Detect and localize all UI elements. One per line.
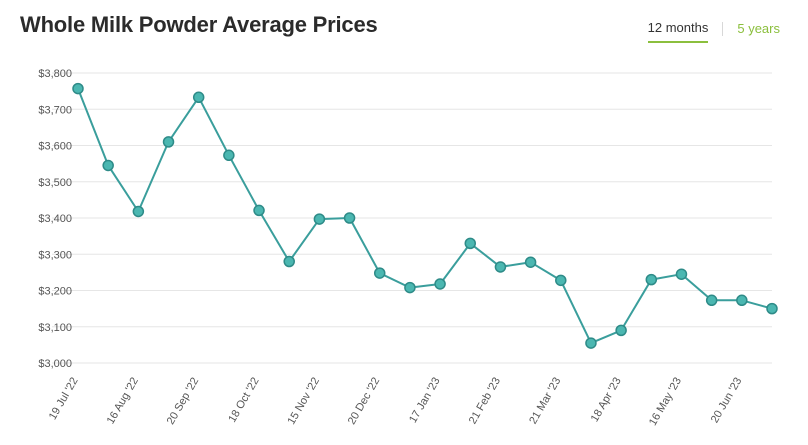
x-axis-labels: 19 Jul '22 16 Aug '22 20 Sep '22 18 Oct '22…: [47, 376, 745, 428]
data-point[interactable]: [585, 337, 597, 349]
data-point[interactable]: [524, 256, 537, 268]
data-point[interactable]: [766, 302, 778, 315]
y-tick-label: $3,700: [38, 104, 72, 116]
x-tick-label: 18 Oct '22: [226, 376, 261, 425]
data-point[interactable]: [192, 91, 205, 104]
x-tick-label: 18 Apr '23: [589, 376, 624, 425]
data-point[interactable]: [283, 255, 295, 268]
series-line: [77, 88, 773, 345]
y-tick-label: $3,300: [38, 249, 72, 261]
x-tick-label: 20 Jun '23: [709, 376, 745, 426]
data-point[interactable]: [223, 149, 235, 162]
data-point[interactable]: [404, 281, 416, 294]
x-tick-label: 15 Nov '22: [285, 376, 322, 427]
period-tabs: 12 months 5 years: [647, 20, 780, 43]
y-tick-label: $3,800: [38, 68, 72, 80]
data-point[interactable]: [555, 274, 567, 287]
y-tick-label: $3,200: [38, 286, 72, 298]
data-point[interactable]: [313, 213, 326, 225]
data-point[interactable]: [102, 159, 114, 172]
data-point[interactable]: [373, 267, 386, 279]
y-tick-label: $3,600: [38, 141, 72, 153]
x-tick-label: 17 Jan '23: [407, 376, 443, 426]
y-tick-label: $3,000: [38, 358, 72, 370]
x-tick-label: 16 May '23: [647, 376, 684, 428]
data-point[interactable]: [675, 268, 688, 280]
gridlines: [52, 72, 772, 364]
x-tick-label: 20 Sep '22: [165, 376, 202, 427]
data-point[interactable]: [162, 136, 175, 148]
data-point[interactable]: [253, 204, 265, 217]
y-tick-label: $3,400: [38, 213, 72, 225]
x-tick-label: 19 Jul '22: [47, 376, 81, 422]
x-tick-label: 20 Dec '22: [346, 376, 383, 427]
data-point[interactable]: [72, 82, 84, 95]
data-point[interactable]: [494, 261, 507, 273]
data-point[interactable]: [132, 205, 145, 218]
data-point[interactable]: [645, 273, 658, 286]
x-tick-label: 21 Feb '23: [467, 376, 503, 427]
tab-5-years[interactable]: 5 years: [737, 21, 780, 36]
chart-title: Whole Milk Powder Average Prices: [20, 12, 378, 37]
y-axis-labels: $3,000 $3,100 $3,200 $3,300 $3,400 $3,500 $3,6…: [38, 68, 72, 370]
data-point[interactable]: [705, 294, 718, 307]
tab-12-months[interactable]: 12 months: [647, 20, 709, 43]
tab-divider: [722, 21, 724, 36]
x-tick-label: 21 Mar '23: [527, 376, 563, 427]
y-tick-label: $3,500: [38, 177, 72, 189]
data-point[interactable]: [464, 237, 477, 250]
data-point[interactable]: [615, 324, 627, 337]
x-tick-label: 16 Aug '22: [105, 376, 141, 427]
y-tick-label: $3,100: [38, 322, 72, 334]
price-series: [72, 82, 778, 349]
data-point[interactable]: [736, 294, 748, 307]
data-point[interactable]: [434, 278, 446, 290]
data-point[interactable]: [343, 212, 356, 224]
